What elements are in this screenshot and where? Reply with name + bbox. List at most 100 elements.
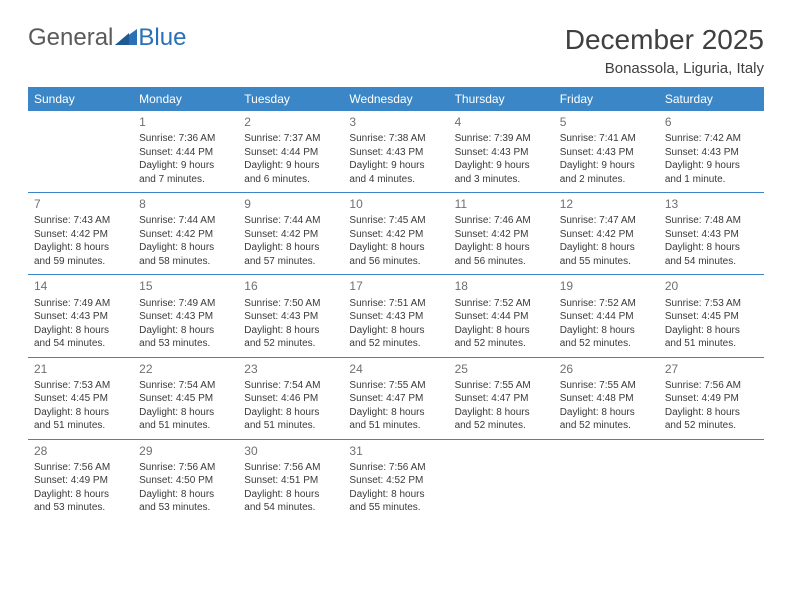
sunrise-line: Sunrise: 7:56 AM: [349, 461, 442, 475]
daylight-line: Daylight: 8 hours and 56 minutes.: [455, 241, 548, 268]
day-number: 30: [244, 443, 337, 459]
calendar-cell: 18Sunrise: 7:52 AMSunset: 4:44 PMDayligh…: [449, 275, 554, 357]
brand-blue: Blue: [138, 24, 186, 52]
title-block: December 2025 Bonassola, Liguria, Italy: [565, 24, 764, 77]
daylight-line: Daylight: 8 hours and 58 minutes.: [139, 241, 232, 268]
sunrise-line: Sunrise: 7:52 AM: [560, 297, 653, 311]
day-number: 5: [560, 114, 653, 130]
daylight-line: Daylight: 9 hours and 3 minutes.: [455, 159, 548, 186]
day-header: Monday: [133, 87, 238, 111]
calendar-cell: 30Sunrise: 7:56 AMSunset: 4:51 PMDayligh…: [238, 439, 343, 521]
day-number: 2: [244, 114, 337, 130]
sunrise-line: Sunrise: 7:51 AM: [349, 297, 442, 311]
daylight-line: Daylight: 8 hours and 52 minutes.: [244, 324, 337, 351]
daylight-line: Daylight: 8 hours and 52 minutes.: [665, 406, 758, 433]
day-number: 9: [244, 196, 337, 212]
sunset-line: Sunset: 4:51 PM: [244, 474, 337, 488]
calendar-cell: 20Sunrise: 7:53 AMSunset: 4:45 PMDayligh…: [659, 275, 764, 357]
daylight-line: Daylight: 8 hours and 55 minutes.: [349, 488, 442, 515]
sunset-line: Sunset: 4:44 PM: [244, 146, 337, 160]
sunrise-line: Sunrise: 7:42 AM: [665, 132, 758, 146]
day-number: 17: [349, 278, 442, 294]
calendar-cell: 5 Sunrise: 7:41 AMSunset: 4:43 PMDaylight…: [554, 111, 659, 193]
day-number: 19: [560, 278, 653, 294]
day-number: 1: [139, 114, 232, 130]
day-number: 23: [244, 361, 337, 377]
calendar-cell: 21 Sunrise: 7:53 AMSunset: 4:45 PMDayligh…: [28, 357, 133, 439]
brand-triangle-icon: [115, 24, 137, 52]
sunrise-line: Sunrise: 7:44 AM: [244, 214, 337, 228]
brand-general: General: [28, 24, 113, 52]
sunset-line: Sunset: 4:43 PM: [665, 146, 758, 160]
calendar-cell: 10Sunrise: 7:45 AMSunset: 4:42 PMDayligh…: [343, 193, 448, 275]
sunset-line: Sunset: 4:43 PM: [665, 228, 758, 242]
calendar-cell: 25Sunrise: 7:55 AMSunset: 4:47 PMDayligh…: [449, 357, 554, 439]
day-number: 14: [34, 278, 127, 294]
sunrise-line: Sunrise: 7:53 AM: [34, 379, 127, 393]
calendar-cell: 27 Sunrise: 7:56 AMSunset: 4:49 PMDayligh…: [659, 357, 764, 439]
calendar-cell: 14 Sunrise: 7:49 AMSunset: 4:43 PMDayligh…: [28, 275, 133, 357]
sunset-line: Sunset: 4:49 PM: [665, 392, 758, 406]
daylight-line: Daylight: 8 hours and 54 minutes.: [665, 241, 758, 268]
sunrise-line: Sunrise: 7:46 AM: [455, 214, 548, 228]
calendar-cell: [659, 439, 764, 521]
day-number: 18: [455, 278, 548, 294]
calendar-cell: 31Sunrise: 7:56 AMSunset: 4:52 PMDayligh…: [343, 439, 448, 521]
sunrise-line: Sunrise: 7:49 AM: [34, 297, 127, 311]
sunrise-line: Sunrise: 7:56 AM: [665, 379, 758, 393]
sunset-line: Sunset: 4:42 PM: [560, 228, 653, 242]
daylight-line: Daylight: 8 hours and 59 minutes.: [34, 241, 127, 268]
calendar-header-row: SundayMondayTuesdayWednesdayThursdayFrid…: [28, 87, 764, 111]
sunrise-line: Sunrise: 7:56 AM: [139, 461, 232, 475]
daylight-line: Daylight: 9 hours and 7 minutes.: [139, 159, 232, 186]
daylight-line: Daylight: 8 hours and 51 minutes.: [139, 406, 232, 433]
sunset-line: Sunset: 4:42 PM: [244, 228, 337, 242]
calendar-cell: 2Sunrise: 7:37 AMSunset: 4:44 PMDaylight…: [238, 111, 343, 193]
daylight-line: Daylight: 8 hours and 51 minutes.: [34, 406, 127, 433]
sunset-line: Sunset: 4:44 PM: [560, 310, 653, 324]
day-header: Wednesday: [343, 87, 448, 111]
sunset-line: Sunset: 4:43 PM: [349, 310, 442, 324]
calendar-cell: 26Sunrise: 7:55 AMSunset: 4:48 PMDayligh…: [554, 357, 659, 439]
calendar-cell: 6Sunrise: 7:42 AMSunset: 4:43 PMDaylight…: [659, 111, 764, 193]
sunrise-line: Sunrise: 7:41 AM: [560, 132, 653, 146]
sunset-line: Sunset: 4:43 PM: [34, 310, 127, 324]
calendar-cell: 13Sunrise: 7:48 AMSunset: 4:43 PMDayligh…: [659, 193, 764, 275]
sunset-line: Sunset: 4:52 PM: [349, 474, 442, 488]
calendar-week: 1Sunrise: 7:36 AMSunset: 4:44 PMDaylight…: [28, 111, 764, 193]
sunset-line: Sunset: 4:44 PM: [455, 310, 548, 324]
daylight-line: Daylight: 8 hours and 55 minutes.: [560, 241, 653, 268]
day-header: Thursday: [449, 87, 554, 111]
day-number: 24: [349, 361, 442, 377]
sunset-line: Sunset: 4:45 PM: [34, 392, 127, 406]
daylight-line: Daylight: 9 hours and 2 minutes.: [560, 159, 653, 186]
day-number: 25: [455, 361, 548, 377]
day-number: 26: [560, 361, 653, 377]
daylight-line: Daylight: 8 hours and 51 minutes.: [244, 406, 337, 433]
sunrise-line: Sunrise: 7:45 AM: [349, 214, 442, 228]
day-number: 7: [34, 196, 127, 212]
daylight-line: Daylight: 8 hours and 56 minutes.: [349, 241, 442, 268]
sunrise-line: Sunrise: 7:38 AM: [349, 132, 442, 146]
day-number: 28: [34, 443, 127, 459]
sunrise-line: Sunrise: 7:55 AM: [349, 379, 442, 393]
calendar-cell: 16Sunrise: 7:50 AMSunset: 4:43 PMDayligh…: [238, 275, 343, 357]
calendar-cell: 4Sunrise: 7:39 AMSunset: 4:43 PMDaylight…: [449, 111, 554, 193]
calendar-page: General Blue December 2025 Bonassola, Li…: [0, 0, 792, 545]
day-number: 21: [34, 361, 127, 377]
calendar-cell: 24Sunrise: 7:55 AMSunset: 4:47 PMDayligh…: [343, 357, 448, 439]
sunrise-line: Sunrise: 7:50 AM: [244, 297, 337, 311]
calendar-week: 21Sunrise: 7:53 AMSunset: 4:45 PMDayligh…: [28, 357, 764, 439]
daylight-line: Daylight: 8 hours and 54 minutes.: [34, 324, 127, 351]
calendar-week: 14Sunrise: 7:49 AMSunset: 4:43 PMDayligh…: [28, 275, 764, 357]
daylight-line: Daylight: 8 hours and 53 minutes.: [139, 488, 232, 515]
day-number: 27: [665, 361, 758, 377]
day-number: 16: [244, 278, 337, 294]
sunset-line: Sunset: 4:48 PM: [560, 392, 653, 406]
day-number: 4: [455, 114, 548, 130]
calendar-cell: 23Sunrise: 7:54 AMSunset: 4:46 PMDayligh…: [238, 357, 343, 439]
daylight-line: Daylight: 8 hours and 53 minutes.: [139, 324, 232, 351]
sunset-line: Sunset: 4:43 PM: [560, 146, 653, 160]
day-header: Tuesday: [238, 87, 343, 111]
day-number: 20: [665, 278, 758, 294]
